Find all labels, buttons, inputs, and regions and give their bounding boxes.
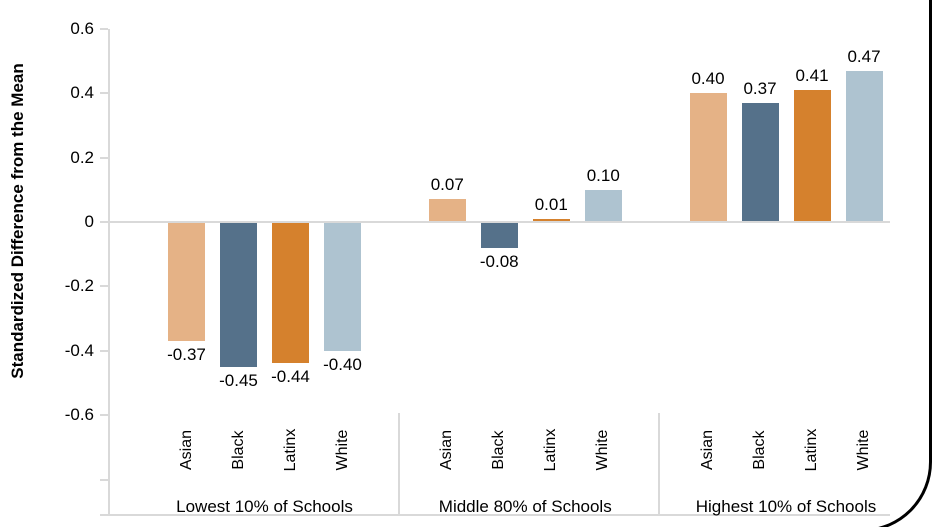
bar-asian [689, 93, 727, 222]
y-axis-tick [100, 349, 108, 352]
bar-black [480, 222, 518, 248]
bar-value-label: 0.07 [430, 175, 464, 195]
y-axis-tick [100, 92, 108, 95]
category-label: White [855, 429, 872, 471]
bar-value-label: 0.47 [847, 46, 881, 66]
bar-latinx [272, 222, 309, 364]
bar-white [584, 189, 622, 222]
y-axis-tick-label: -0.6 [64, 404, 94, 424]
category-label: Black [229, 430, 247, 470]
y-axis-tick-label: 0.6 [70, 19, 94, 39]
category-label: Asian [699, 429, 716, 471]
y-axis-tick-label: 0.4 [70, 83, 94, 103]
bar-value-label: -0.08 [479, 251, 519, 271]
bar-value-label: 0.10 [586, 165, 620, 185]
y-axis-tick [100, 28, 108, 31]
y-axis-tick-label: 0 [84, 212, 94, 231]
category-axis-tick [100, 479, 108, 481]
bar-value-label: -0.45 [219, 370, 258, 390]
y-axis-tick [100, 221, 108, 223]
category-axis-tick [100, 514, 108, 516]
bar-value-label: 0.01 [534, 194, 568, 214]
bar-value-label: 0.40 [691, 69, 725, 89]
category-label: Latinx [542, 428, 560, 472]
bar-black [220, 222, 257, 367]
category-label: Asian [177, 429, 195, 471]
bar-black [741, 103, 779, 222]
y-axis-line [108, 29, 110, 515]
y-axis-tick-label: -0.2 [64, 276, 94, 296]
category-label: White [333, 429, 351, 471]
y-axis-tick-label: 0.2 [70, 147, 94, 167]
category-label: Black [490, 430, 508, 470]
bar-latinx [532, 218, 570, 222]
y-axis-tick [100, 156, 108, 159]
bar-white [324, 222, 361, 351]
group-label: Lowest 10% of Schools [176, 497, 353, 516]
group-divider [658, 413, 661, 515]
bar-latinx [793, 90, 831, 222]
group-label: Middle 80% of Schools [438, 497, 612, 516]
bar-value-label: -0.37 [167, 344, 206, 364]
y-axis-tick [100, 285, 108, 288]
group-divider [397, 413, 400, 515]
bar-value-label: 0.37 [743, 79, 777, 99]
category-label: Latinx [281, 428, 299, 472]
bar-value-label: -0.40 [323, 354, 362, 374]
y-axis-tick-label: -0.4 [64, 340, 94, 360]
category-label: White [594, 429, 612, 471]
x-axis-line [108, 514, 890, 516]
category-label: Black [751, 430, 768, 470]
bar-value-label: 0.41 [795, 66, 829, 86]
bar-white [845, 70, 883, 222]
y-axis-tick [100, 413, 108, 416]
category-label: Asian [438, 429, 456, 471]
group-label: Highest 10% of Schools [695, 497, 877, 516]
category-label: Latinx [803, 428, 820, 472]
bar-value-label: -0.44 [271, 367, 310, 387]
y-axis-title: Standardized Difference from the Mean [8, 63, 27, 379]
bar-asian [168, 222, 205, 341]
bar-asian [428, 199, 466, 222]
zero-line [108, 221, 890, 223]
